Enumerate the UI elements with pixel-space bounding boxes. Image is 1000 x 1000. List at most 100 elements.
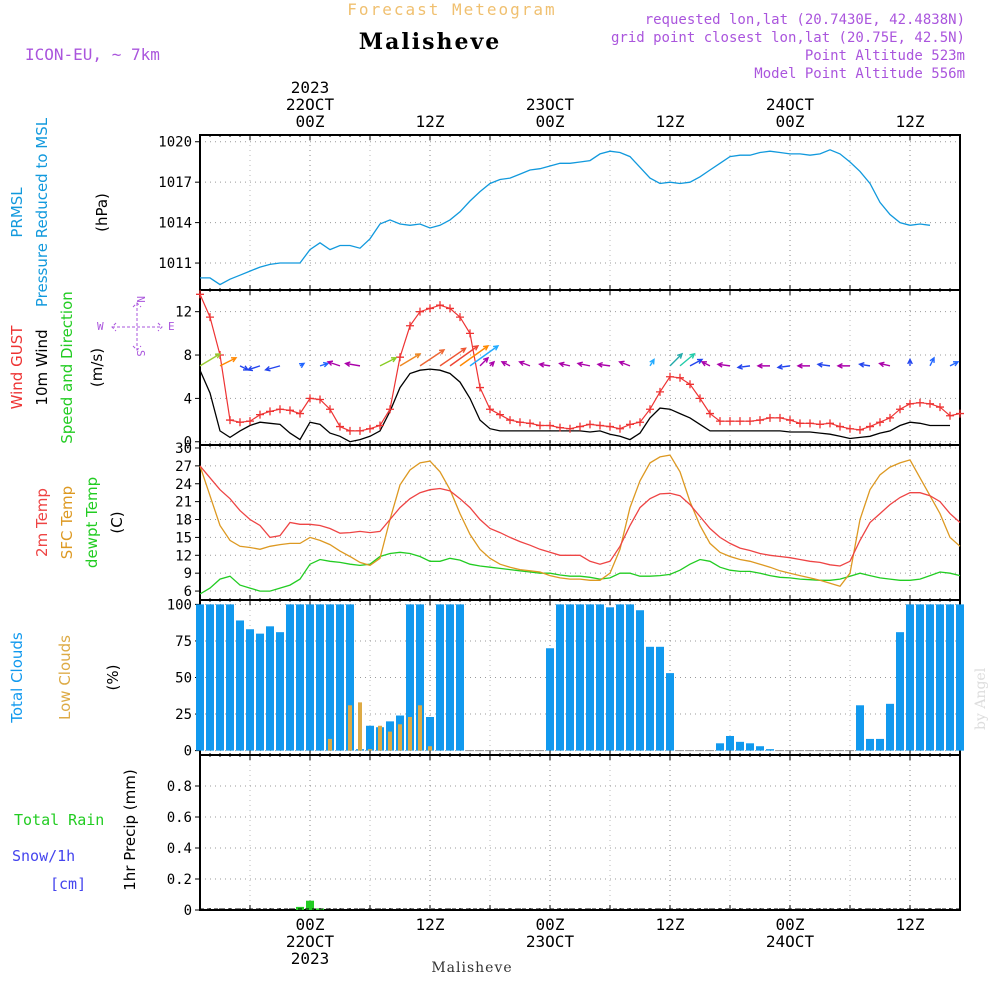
gust-marker bbox=[706, 409, 714, 418]
y-tick-label: 8 bbox=[184, 348, 192, 364]
gust-marker bbox=[596, 421, 604, 430]
wind-arrow bbox=[558, 361, 571, 368]
y-tick-label: 1014 bbox=[158, 216, 192, 232]
wind-arrow bbox=[399, 353, 422, 367]
y-tick-label: 12 bbox=[175, 305, 192, 321]
gust-marker bbox=[476, 383, 484, 392]
total-cloud-bar bbox=[276, 632, 284, 751]
compass-n: N bbox=[134, 296, 147, 303]
wind-arrow bbox=[518, 360, 531, 367]
wind-arrow bbox=[949, 361, 960, 367]
total-cloud-bar bbox=[316, 604, 324, 751]
gust-marker bbox=[916, 398, 924, 407]
gust-marker bbox=[206, 313, 214, 322]
time-label-top: 22OCT bbox=[286, 95, 335, 114]
gust-marker bbox=[786, 416, 794, 425]
ylabel-clouds: Low Clouds bbox=[56, 635, 74, 720]
gust-marker bbox=[636, 418, 644, 427]
wind-arrow bbox=[669, 352, 684, 367]
total-cloud-bar bbox=[556, 604, 564, 751]
model-label: ICON-EU, ~ 7km bbox=[25, 45, 160, 64]
y-tick-label: 30 bbox=[175, 441, 192, 457]
gust-marker bbox=[416, 307, 424, 316]
grid-point-coords: grid point closest lon,lat (20.75E, 42.5… bbox=[611, 30, 965, 46]
time-label-bottom: 00Z bbox=[776, 915, 805, 934]
total-cloud-bar bbox=[256, 633, 264, 751]
gust-marker bbox=[526, 419, 534, 428]
low-cloud-bar bbox=[398, 724, 402, 751]
watermark: by Angel bbox=[973, 667, 989, 730]
gust-marker bbox=[506, 416, 514, 425]
gust-marker bbox=[546, 421, 554, 430]
y-tick-label: 15 bbox=[175, 530, 192, 546]
gust-marker bbox=[726, 417, 734, 426]
wind-arrow bbox=[796, 362, 810, 369]
y-tick-label: 50 bbox=[175, 671, 192, 687]
time-label-bottom: 12Z bbox=[896, 915, 925, 934]
total-cloud-bar bbox=[726, 735, 734, 751]
compass-w: W bbox=[97, 320, 104, 333]
gust-marker bbox=[426, 304, 434, 313]
low-cloud-bar bbox=[428, 746, 432, 751]
wind-arrow bbox=[929, 356, 935, 367]
y-tick-label: 27 bbox=[175, 459, 192, 475]
total-cloud-bar bbox=[546, 648, 554, 751]
total-cloud-bar bbox=[756, 746, 764, 751]
y-tick-label: 0 bbox=[184, 744, 192, 760]
time-label-bottom: 00Z bbox=[536, 915, 565, 934]
total-cloud-bar bbox=[926, 604, 934, 751]
gust-marker bbox=[226, 416, 234, 425]
gust-marker bbox=[236, 418, 244, 427]
gust-marker bbox=[376, 421, 384, 430]
wind-arrow bbox=[326, 360, 341, 367]
axes-layer: 1011101410171020048126912151821242730025… bbox=[158, 134, 961, 919]
wind-arrow bbox=[716, 361, 731, 368]
gust-marker bbox=[196, 290, 204, 299]
gust-marker bbox=[856, 425, 864, 434]
gust-marker bbox=[796, 419, 804, 428]
total-cloud-bar bbox=[576, 604, 584, 751]
time-label-bottom: 23OCT bbox=[526, 932, 575, 951]
time-label-top: 2023 bbox=[291, 78, 330, 97]
gust-marker bbox=[306, 394, 314, 403]
total-cloud-bar bbox=[236, 620, 244, 751]
total-cloud-bar bbox=[406, 604, 414, 751]
label-layer: PRMSL Pressure Reduced to MSL (hPa) Wind GU… bbox=[8, 78, 925, 968]
total-cloud-bar bbox=[946, 604, 954, 751]
gust-marker bbox=[816, 420, 824, 429]
y-tick-label: 0.8 bbox=[167, 779, 192, 795]
y-tick-label: 1011 bbox=[158, 256, 192, 272]
wind-arrow bbox=[298, 362, 306, 369]
gust-marker bbox=[586, 420, 594, 429]
gust-marker bbox=[366, 424, 374, 433]
gust-marker bbox=[946, 411, 954, 420]
gust-marker bbox=[466, 329, 474, 338]
gust-marker bbox=[686, 380, 694, 389]
y-tick-label: 0.4 bbox=[167, 841, 192, 857]
total-cloud-bar bbox=[446, 604, 454, 751]
total-cloud-bar bbox=[906, 604, 914, 751]
total-cloud-bar bbox=[246, 629, 254, 751]
gust-marker bbox=[766, 413, 774, 422]
gust-marker bbox=[486, 405, 494, 414]
ylabel-temperature: dewpt Temp bbox=[83, 477, 101, 568]
wind-arrow bbox=[816, 361, 831, 368]
wind-arrow bbox=[500, 361, 511, 367]
gust-marker bbox=[736, 417, 744, 426]
total-cloud-bar bbox=[196, 604, 204, 751]
time-label-top: 12Z bbox=[416, 112, 445, 131]
gust-marker bbox=[776, 413, 784, 422]
gust-marker bbox=[536, 421, 544, 430]
wind-arrow bbox=[538, 362, 551, 368]
total-cloud-bar bbox=[896, 632, 904, 751]
gust-marker bbox=[676, 373, 684, 382]
temp2m-line bbox=[199, 465, 961, 567]
gust-marker bbox=[866, 422, 874, 431]
wind-arrow bbox=[459, 344, 490, 367]
ylabel-wind: Wind GUST bbox=[8, 325, 26, 410]
gust-marker bbox=[656, 387, 664, 396]
time-label-top: 24OCT bbox=[766, 95, 815, 114]
low-cloud-bar bbox=[418, 705, 422, 751]
gust-marker bbox=[326, 405, 334, 414]
units-temperature: (C) bbox=[108, 511, 126, 533]
